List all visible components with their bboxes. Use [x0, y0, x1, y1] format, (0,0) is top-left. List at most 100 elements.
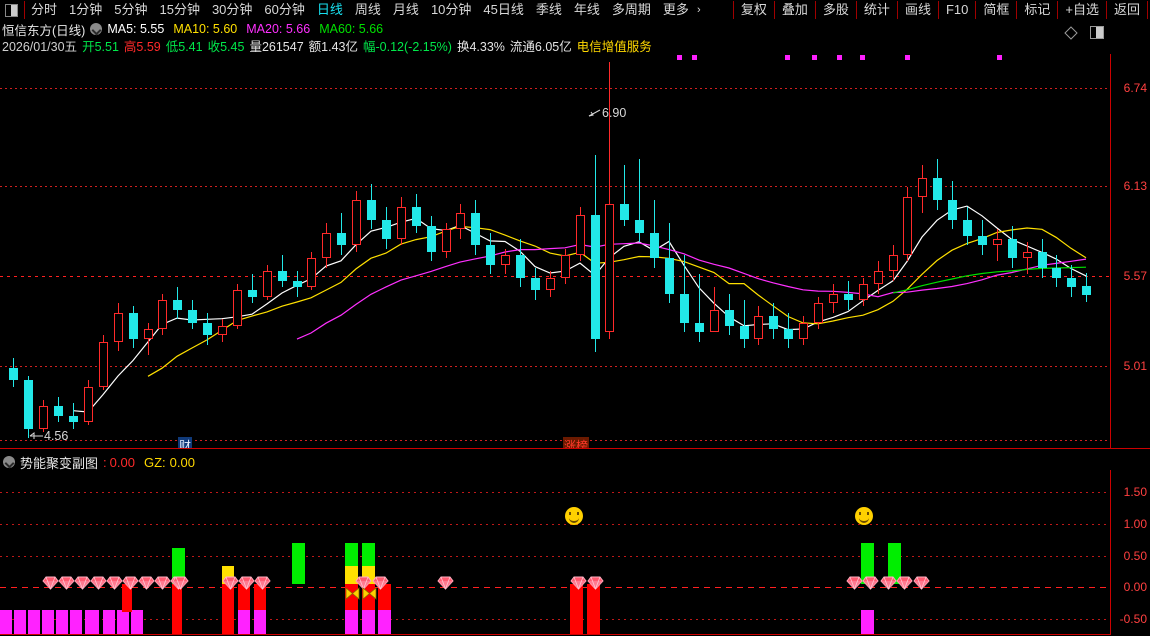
quote-field-低: 低5.41 — [165, 40, 203, 54]
period-tab-11[interactable]: 季线 — [535, 2, 562, 17]
sub-axis-label-3: 0.00 — [1123, 580, 1147, 594]
finance-tag[interactable]: 财 — [178, 437, 193, 448]
toolbar-divider — [24, 1, 25, 19]
chevron-down-icon[interactable] — [90, 23, 103, 35]
sub-indicator-chart[interactable] — [0, 470, 1111, 635]
sub-bar-magenta-5 — [70, 609, 82, 635]
gridline-6.74 — [0, 88, 1110, 89]
gem-marker-l6 — [138, 576, 155, 590]
toolbar-button-画线[interactable]: 画线 — [904, 2, 931, 17]
sub-bar-magenta-11 — [254, 609, 266, 635]
period-tab-10[interactable]: 45日线 — [483, 2, 524, 17]
candle-wick — [639, 158, 640, 243]
candle-body — [635, 219, 644, 233]
candle-body — [114, 312, 123, 342]
candle-body — [546, 277, 555, 291]
period-tab-9[interactable]: 10分钟 — [430, 2, 472, 17]
sub-chevron-down-icon[interactable] — [3, 456, 15, 468]
toolbar-button-返回[interactable]: 返回 — [1113, 2, 1140, 17]
bowtie-marker-0 — [345, 587, 360, 601]
toolbar-button-叠加[interactable]: 叠加 — [781, 2, 808, 17]
toolbar-button-简框[interactable]: 简框 — [983, 2, 1010, 17]
period-tab-4[interactable]: 30分钟 — [211, 2, 253, 17]
period-tab-5[interactable]: 60分钟 — [264, 2, 305, 17]
sub-gz-label: GZ: — [143, 454, 166, 470]
sub-bar-green-5 — [888, 542, 901, 585]
candle-body — [233, 290, 242, 326]
candle-body — [471, 213, 480, 246]
sector-label[interactable]: 电信增值服务 — [576, 40, 652, 54]
sub-axis-label-0: 1.50 — [1123, 485, 1147, 499]
gem-marker-p0 — [570, 576, 587, 590]
candle-body — [218, 325, 227, 336]
sub-bar-magenta-15 — [861, 609, 874, 635]
candle-body — [293, 280, 302, 288]
period-tab-7[interactable]: 周线 — [354, 2, 381, 17]
candle-body — [24, 380, 33, 429]
period-tab-1[interactable]: 1分钟 — [69, 2, 103, 17]
candle-wick — [699, 274, 700, 342]
candle-body — [918, 177, 927, 198]
period-tab-3[interactable]: 15分钟 — [159, 2, 200, 17]
quote-field-list: 开5.51 高5.59 低5.41 收5.45 量261547 额1.43亿 幅-0.12(… — [82, 36, 577, 55]
quote-field-量: 量261547 — [249, 40, 304, 54]
candle-body — [322, 232, 331, 259]
toolbar-sep-5 — [937, 0, 939, 19]
sub-indicator-name[interactable]: 势能聚变副图 — [20, 455, 99, 471]
gem-marker-q3 — [896, 576, 913, 590]
sub-axis-label-4: -0.50 — [1119, 612, 1147, 626]
candle-body — [129, 312, 138, 339]
smiley-marker-0 — [565, 506, 583, 525]
candle-body — [337, 232, 346, 246]
gridline-low — [0, 440, 1110, 441]
event-dot-2 — [785, 55, 790, 60]
sub-gridline-1.5 — [0, 492, 1110, 493]
sub-bar-magenta-4 — [56, 609, 68, 635]
candle-body — [84, 386, 93, 423]
price-axis-label-3: 5.01 — [1123, 359, 1147, 373]
candle-body — [784, 328, 793, 339]
high-annotation: 6.90 — [586, 106, 626, 120]
price-axis-label-2: 5.57 — [1123, 269, 1147, 283]
candle-body — [456, 213, 465, 230]
sub-bar-magenta-12 — [345, 609, 358, 635]
layout-toggle-icon[interactable] — [1090, 26, 1104, 39]
candle-body — [889, 255, 898, 272]
candle-body — [173, 300, 182, 310]
candle-body — [412, 206, 421, 227]
toolbar-button-+自选[interactable]: +自选 — [1065, 2, 1099, 17]
period-tab-2[interactable]: 5分钟 — [114, 2, 148, 17]
toolbar-button-标记[interactable]: 标记 — [1024, 2, 1051, 17]
period-tab-8[interactable]: 月线 — [392, 2, 419, 17]
sub-bar-magenta-7 — [103, 609, 115, 635]
toolbar-sep-1 — [773, 0, 775, 19]
candle-body — [188, 309, 197, 323]
toolbar-button-统计[interactable]: 统计 — [863, 2, 890, 17]
toolbar-button-多股[interactable]: 多股 — [822, 2, 849, 17]
rank-tag[interactable]: 涨榜 — [563, 437, 590, 448]
period-tab-12[interactable]: 年线 — [573, 2, 600, 17]
gem-marker-q2 — [880, 576, 897, 590]
gem-marker-l3 — [90, 576, 107, 590]
gem-marker-q0 — [846, 576, 863, 590]
sub-bar-magenta-8 — [117, 609, 129, 635]
sub-axis-label-1: 1.00 — [1123, 517, 1147, 531]
price-chart[interactable]: 6.90 4.56 财 涨榜 — [0, 54, 1111, 448]
toolbar-button-F10[interactable]: F10 — [945, 2, 969, 17]
candle-body — [307, 258, 316, 288]
period-tab-0[interactable]: 分时 — [31, 2, 58, 17]
period-tab-6[interactable]: 日线 — [316, 2, 343, 17]
gridline-6.13 — [0, 186, 1110, 187]
chevron-right-icon[interactable]: › — [696, 4, 701, 16]
panel-toggle-icon[interactable] — [5, 3, 18, 17]
diamond-icon[interactable] — [1064, 26, 1078, 45]
sub-bar-magenta-6 — [85, 609, 99, 635]
period-tab-13[interactable]: 多周期 — [611, 2, 651, 17]
quote-date: 2026/01/30五 — [2, 40, 78, 54]
candle-body — [99, 341, 108, 387]
candle-wick — [997, 229, 998, 262]
gem-marker-q1 — [862, 576, 879, 590]
gem-marker-l2 — [74, 576, 91, 590]
period-tab-14[interactable]: 更多 — [662, 2, 689, 17]
toolbar-button-复权[interactable]: 复权 — [740, 2, 767, 17]
